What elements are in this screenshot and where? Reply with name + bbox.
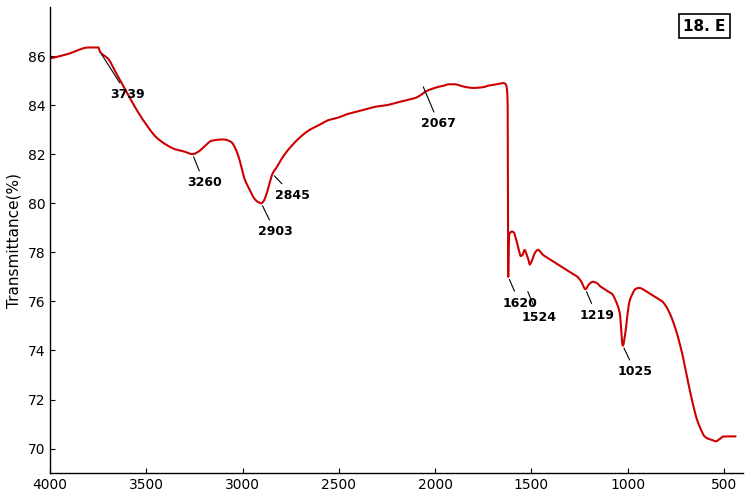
Text: 2903: 2903 bbox=[258, 206, 292, 239]
Text: 1025: 1025 bbox=[618, 348, 652, 378]
Text: 2067: 2067 bbox=[422, 87, 456, 130]
Y-axis label: Transmittance(%): Transmittance(%) bbox=[7, 173, 22, 307]
Text: 1219: 1219 bbox=[579, 292, 614, 322]
Text: 1620: 1620 bbox=[503, 279, 537, 309]
Text: 1524: 1524 bbox=[521, 292, 556, 324]
Text: 3260: 3260 bbox=[187, 157, 221, 189]
Text: 18. E: 18. E bbox=[683, 18, 726, 33]
Text: 3739: 3739 bbox=[102, 55, 145, 101]
Text: 2845: 2845 bbox=[274, 176, 310, 202]
